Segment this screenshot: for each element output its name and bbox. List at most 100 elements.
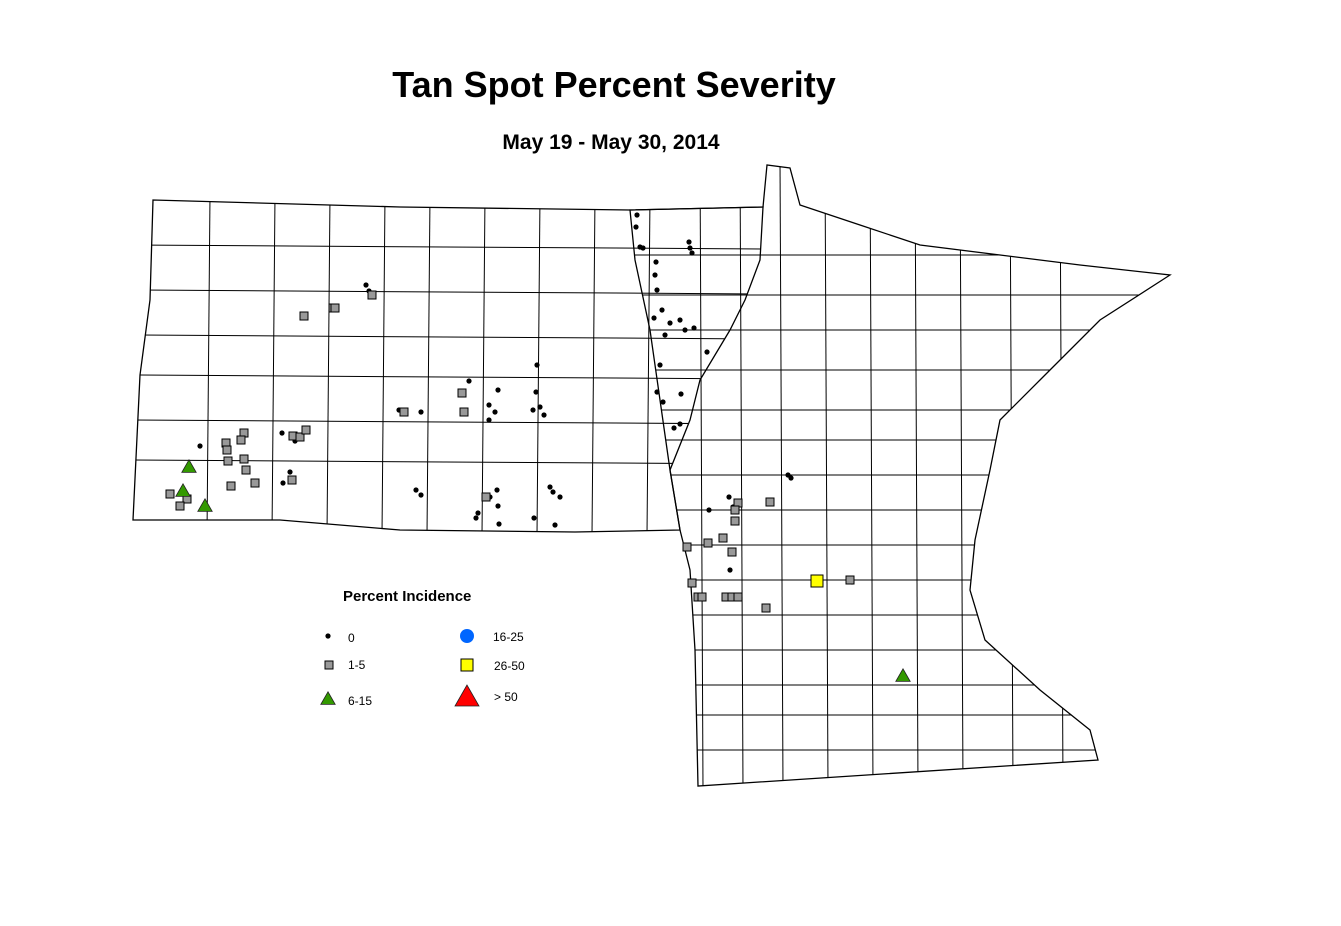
point-0 <box>671 425 677 431</box>
point-0 <box>652 272 658 278</box>
point-1-5 <box>165 489 175 499</box>
point-1-5 <box>399 407 409 417</box>
point-1-5 <box>367 290 377 300</box>
point-0 <box>687 245 693 251</box>
county-line <box>481 200 486 532</box>
point-0 <box>473 515 479 521</box>
county-line <box>206 200 211 532</box>
point-1-5 <box>330 303 340 313</box>
county-line <box>426 200 431 532</box>
county-line <box>133 374 763 380</box>
county-line <box>914 165 919 786</box>
point-1-5 <box>730 505 740 515</box>
point-0 <box>418 409 424 415</box>
minnesota-outline <box>629 164 1172 787</box>
point-0 <box>660 399 666 405</box>
county-line <box>959 165 964 786</box>
legend-label-16-25: 16-25 <box>493 630 524 644</box>
point-1-5 <box>459 407 469 417</box>
point-0 <box>727 567 733 573</box>
point-1-5 <box>226 481 236 491</box>
point-0 <box>496 521 502 527</box>
point-1-5 <box>761 603 771 613</box>
point-0 <box>557 494 563 500</box>
point-0 <box>662 332 668 338</box>
point-0 <box>533 389 539 395</box>
point-1-5 <box>301 425 311 435</box>
point-0 <box>686 239 692 245</box>
point-0 <box>280 480 286 486</box>
point-0 <box>651 315 657 321</box>
point-0 <box>534 362 540 368</box>
point-0 <box>197 443 203 449</box>
point-0 <box>279 430 285 436</box>
legend-label-6-15: 6-15 <box>348 694 373 708</box>
point-0 <box>541 412 547 418</box>
point-0 <box>486 402 492 408</box>
legend-symbol-0 <box>325 633 331 639</box>
point-0 <box>654 389 660 395</box>
point-0 <box>691 325 697 331</box>
county-line <box>133 334 763 340</box>
county-line <box>133 419 763 425</box>
legend-symbol-26-50 <box>460 658 474 672</box>
county-line <box>271 200 276 532</box>
legend-label-gt50: > 50 <box>494 690 518 704</box>
county-line <box>326 200 331 532</box>
point-26-50 <box>810 574 824 588</box>
point-1-5 <box>481 492 491 502</box>
point-6-15 <box>181 458 197 473</box>
point-6-15 <box>895 667 911 682</box>
point-0 <box>667 320 673 326</box>
point-0 <box>466 378 472 384</box>
point-0 <box>659 307 665 313</box>
point-0 <box>531 515 537 521</box>
point-1-5 <box>687 578 697 588</box>
county-line <box>646 200 651 532</box>
point-0 <box>486 417 492 423</box>
county-line <box>699 165 704 786</box>
point-0 <box>363 282 369 288</box>
nd-counties <box>133 200 763 532</box>
point-0 <box>413 487 419 493</box>
mn-counties <box>630 165 1170 786</box>
point-0 <box>495 503 501 509</box>
point-0 <box>547 484 553 490</box>
point-0 <box>633 224 639 230</box>
point-0 <box>494 487 500 493</box>
county-line <box>591 200 596 532</box>
point-1-5 <box>299 311 309 321</box>
point-0 <box>726 494 732 500</box>
point-0 <box>537 404 543 410</box>
legend-label-0: 0 <box>348 631 355 645</box>
legend-label-1-5: 1-5 <box>348 658 366 672</box>
county-line <box>133 459 763 465</box>
point-0 <box>418 492 424 498</box>
point-1-5 <box>733 592 743 602</box>
point-1-5 <box>223 456 233 466</box>
point-1-5 <box>730 516 740 526</box>
point-1-5 <box>222 445 232 455</box>
point-0 <box>287 469 293 475</box>
point-0 <box>788 475 794 481</box>
point-1-5 <box>703 538 713 548</box>
map-subtitle: May 19 - May 30, 2014 <box>502 131 720 154</box>
point-1-5 <box>236 435 246 445</box>
legend-symbol-gt50 <box>454 684 480 707</box>
point-0 <box>678 391 684 397</box>
point-1-5 <box>250 478 260 488</box>
point-0 <box>677 421 683 427</box>
point-0 <box>552 522 558 528</box>
map-title: Tan Spot Percent Severity <box>392 64 836 105</box>
point-0 <box>492 409 498 415</box>
point-1-5 <box>295 432 305 442</box>
point-6-15 <box>175 482 191 497</box>
point-1-5 <box>239 454 249 464</box>
county-line <box>824 165 829 786</box>
county-line <box>779 165 784 786</box>
county-boundaries <box>133 165 1170 786</box>
point-0 <box>550 489 556 495</box>
point-0 <box>654 287 660 293</box>
point-0 <box>706 507 712 513</box>
county-line <box>133 289 763 295</box>
